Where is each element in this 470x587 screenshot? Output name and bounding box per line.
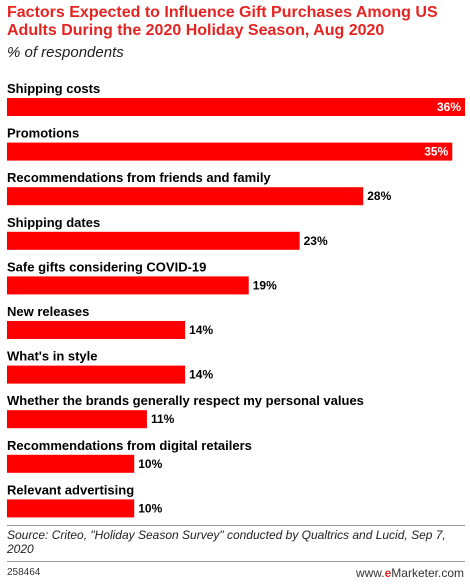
brand-suffix: .com (437, 566, 464, 580)
value-label: 10% (138, 501, 162, 515)
category-label: New releases (7, 304, 89, 319)
bar[interactable] (7, 499, 135, 518)
value-label: 23% (304, 234, 328, 248)
category-label: Shipping dates (7, 215, 100, 230)
bar[interactable] (7, 321, 186, 339)
category-label: Whether the brands generally respect my … (7, 393, 364, 408)
value-label: 35% (424, 145, 448, 159)
source-note: Source: Criteo, "Holiday Season Survey" … (7, 528, 446, 556)
category-label: Relevant advertising (7, 482, 134, 497)
chart-title: Factors Expected to Influence Gift Purch… (7, 4, 438, 39)
emarketer-logo[interactable]: www.eMarketer.com (356, 566, 464, 580)
bar[interactable] (7, 187, 364, 206)
brand-url: www. (355, 566, 385, 580)
category-label: What's in style (7, 349, 98, 364)
category-label: Safe gifts considering COVID-19 (7, 259, 206, 274)
bar[interactable] (7, 410, 147, 429)
bar[interactable] (7, 365, 186, 384)
brand-prefix: e (384, 566, 392, 580)
value-label: 10% (138, 457, 162, 471)
category-label: Shipping costs (7, 81, 100, 96)
value-label: 11% (151, 412, 175, 426)
value-label: 19% (253, 278, 277, 292)
bar[interactable] (7, 98, 465, 116)
category-label: Promotions (7, 126, 79, 141)
brand-name: Marketer (391, 566, 438, 580)
category-label: Recommendations from friends and family (7, 170, 271, 185)
chart-subtitle: % of respondents (7, 44, 124, 61)
footer-divider (7, 525, 465, 526)
bar[interactable] (7, 454, 135, 473)
bar[interactable] (7, 142, 453, 161)
value-label: 28% (367, 189, 391, 203)
value-label: 14% (189, 323, 213, 337)
footer-divider-bottom (7, 561, 465, 562)
category-label: Recommendations from digital retailers (7, 438, 252, 453)
bar-chart: Shipping costs 36% Promotions 35% Recommenda… (7, 81, 465, 518)
bar[interactable] (7, 276, 249, 295)
bar[interactable] (7, 231, 300, 250)
value-label: 14% (189, 368, 213, 382)
chart-id: 258464 (7, 567, 41, 578)
value-label: 36% (437, 100, 461, 114)
